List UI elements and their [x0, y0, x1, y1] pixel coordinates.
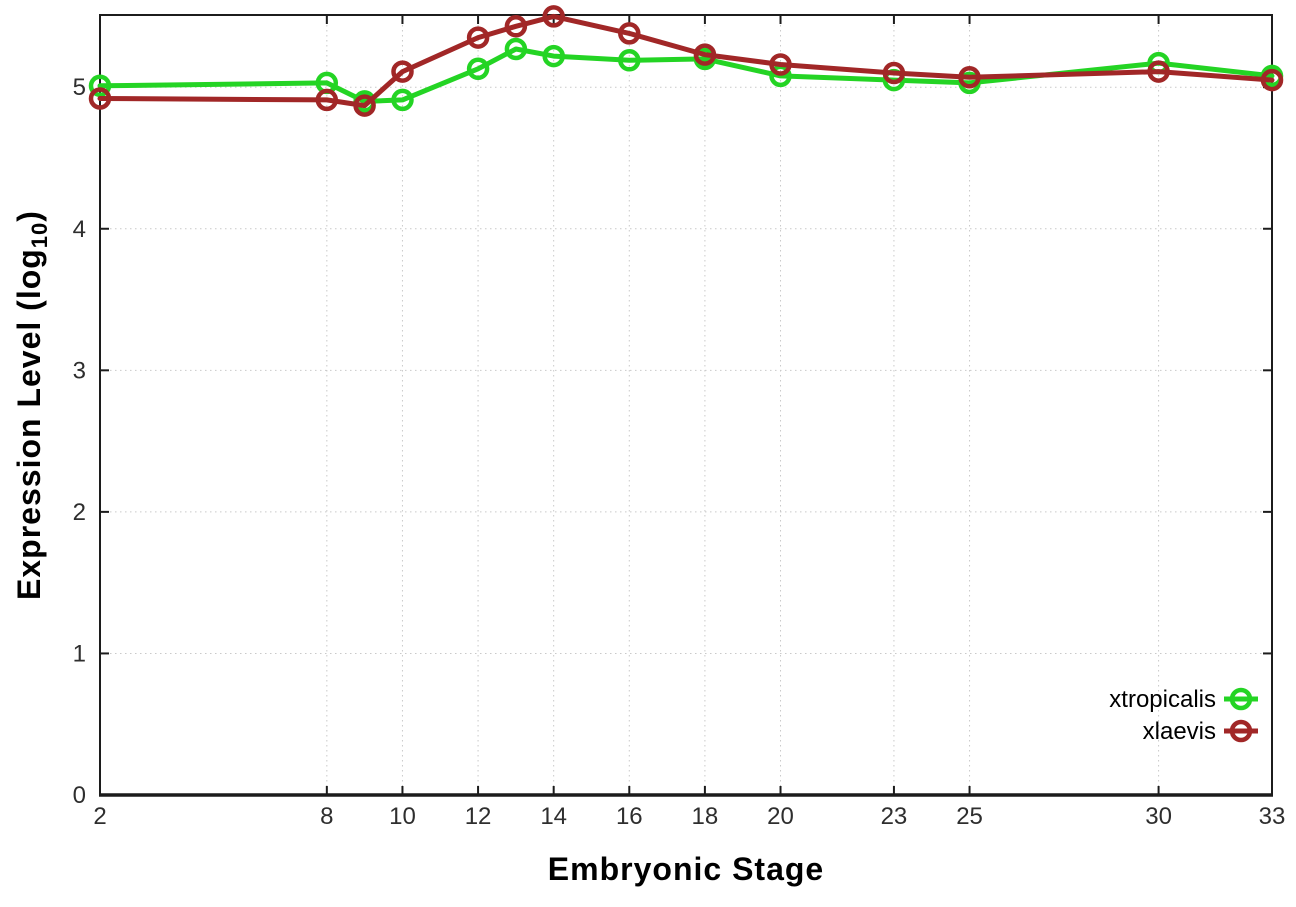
legend-label: xtropicalis — [1109, 686, 1216, 713]
data-point-marker — [88, 74, 112, 98]
y-tick-label: 2 — [73, 499, 86, 526]
gridlines — [100, 15, 1272, 795]
y-axis-title-subscript: 10 — [27, 222, 52, 248]
series-area — [88, 5, 1284, 117]
data-point-marker — [466, 26, 490, 49]
legend: xtropicalis xlaevis — [1109, 686, 1258, 745]
data-point-marker — [1147, 60, 1170, 83]
legend-entry-xlaevis: xlaevis — [1143, 718, 1258, 745]
legend-entry-xtropicalis: xtropicalis — [1109, 686, 1258, 713]
x-tick-label: 25 — [956, 803, 983, 830]
y-tick-labels: 0 1 2 3 4 5 — [73, 74, 86, 809]
x-axis-title: Embryonic Stage — [548, 851, 824, 887]
data-point-marker — [504, 37, 528, 61]
legend-marker-icon — [1229, 719, 1253, 743]
x-tick-label: 16 — [616, 803, 643, 830]
data-point-marker — [1260, 68, 1284, 92]
x-tick-label: 14 — [540, 803, 567, 830]
x-tick-labels: 2 8 10 12 14 16 18 20 23 25 30 33 — [93, 803, 1285, 830]
x-tick-label: 30 — [1145, 803, 1172, 830]
y-tick-label: 5 — [73, 74, 86, 101]
data-point-marker — [315, 88, 339, 112]
y-tick-label: 0 — [73, 782, 86, 809]
data-point-marker — [353, 94, 376, 117]
axis-ticks — [99, 15, 1273, 796]
y-tick-label: 3 — [73, 357, 86, 384]
series-xlaevis — [88, 5, 1284, 117]
data-point-marker — [618, 49, 641, 72]
data-point-marker — [466, 57, 490, 81]
y-axis-title: Expression Level (log10) — [11, 210, 52, 600]
plot-border-rect — [99, 14, 1273, 796]
y-tick-label: 1 — [73, 640, 86, 667]
data-point-marker — [618, 22, 641, 45]
x-tick-label: 10 — [389, 803, 416, 830]
data-point-marker — [882, 61, 906, 85]
x-tick-label: 2 — [93, 803, 106, 830]
x-tick-label: 33 — [1259, 803, 1286, 830]
data-point-marker — [391, 60, 414, 83]
legend-label: xlaevis — [1143, 718, 1216, 745]
x-tick-label: 20 — [767, 803, 794, 830]
y-tick-label: 4 — [73, 216, 86, 243]
data-point-marker — [769, 53, 792, 76]
data-point-marker — [391, 88, 414, 112]
x-tick-label: 12 — [465, 803, 492, 830]
data-point-marker — [693, 43, 717, 66]
data-point-marker — [958, 66, 981, 89]
x-tick-label: 18 — [692, 803, 719, 830]
y-axis-title-main: Expression Level (log — [11, 248, 47, 600]
x-tick-label: 8 — [320, 803, 333, 830]
x-tick-label: 23 — [881, 803, 908, 830]
data-point-marker — [542, 5, 565, 28]
data-point-marker — [504, 15, 528, 38]
plot-border — [99, 14, 1273, 797]
y-axis-title-close: ) — [11, 210, 47, 222]
data-point-marker — [542, 44, 565, 68]
legend-marker-icon — [1229, 687, 1253, 711]
data-point-marker — [88, 87, 112, 110]
